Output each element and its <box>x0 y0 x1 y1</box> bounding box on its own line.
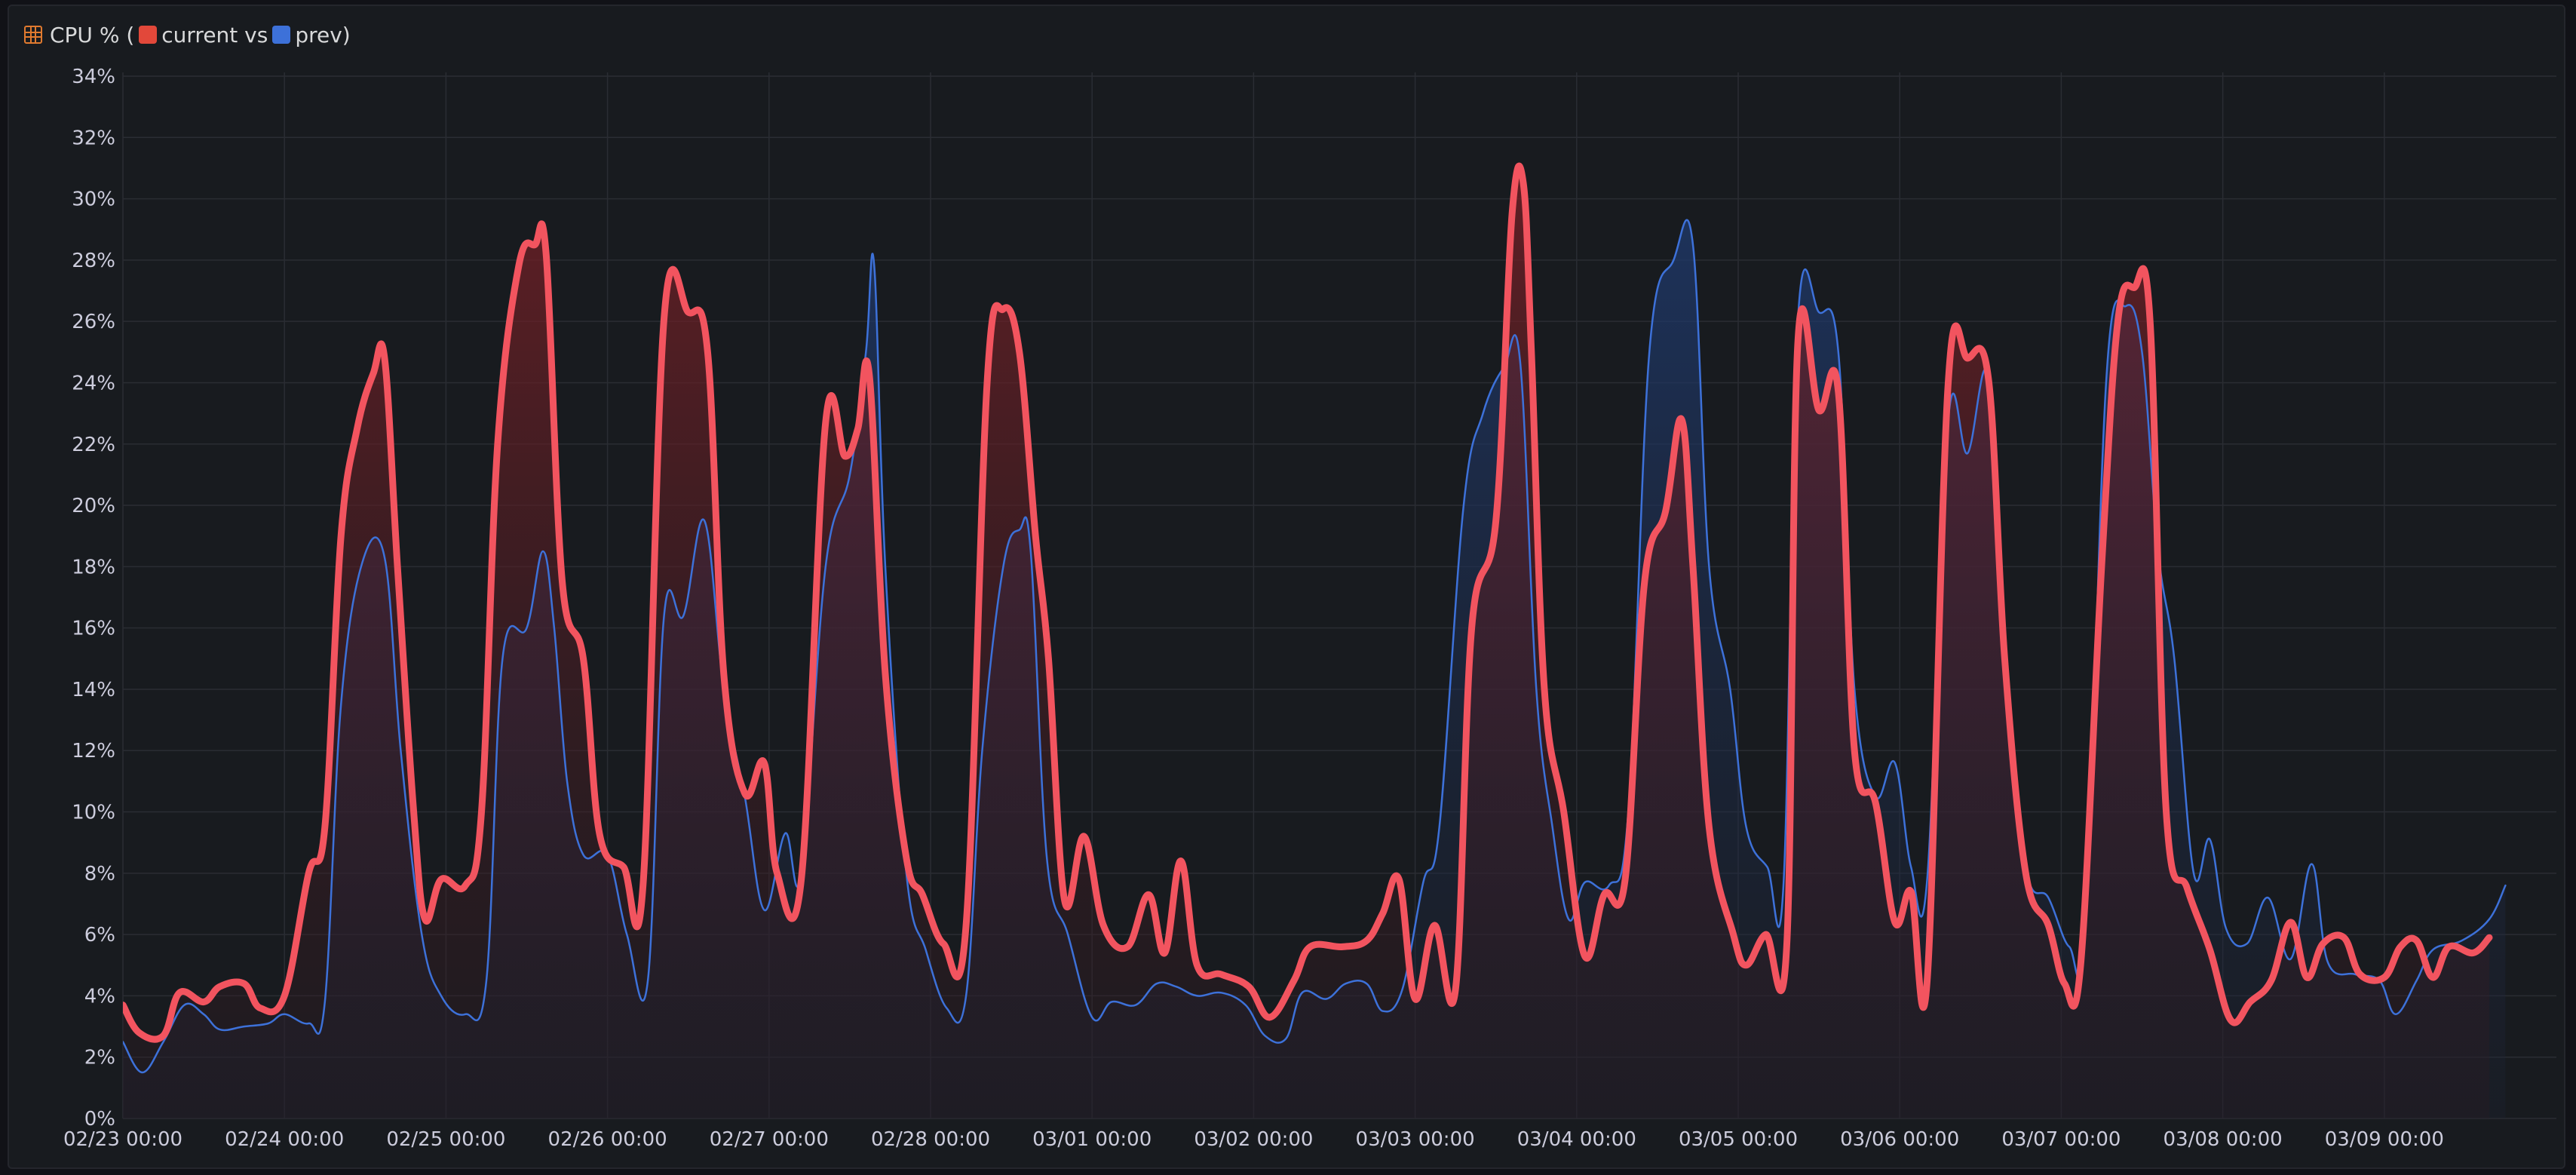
panel-header[interactable]: CPU % ( current vs prev) <box>24 18 351 51</box>
y-tick-label: 10% <box>72 802 115 824</box>
panel-icon <box>24 26 42 44</box>
y-tick-label: 22% <box>72 434 115 456</box>
x-tick-label: 03/07 00:00 <box>2001 1128 2121 1151</box>
x-tick-label: 03/09 00:00 <box>2325 1128 2444 1151</box>
y-tick-label: 34% <box>72 66 115 88</box>
x-tick-label: 02/24 00:00 <box>225 1128 344 1151</box>
x-tick-label: 03/04 00:00 <box>1517 1128 1636 1151</box>
x-tick-label: 03/05 00:00 <box>1679 1128 1798 1151</box>
y-tick-label: 30% <box>72 189 115 211</box>
legend-current-label: current vs <box>161 22 268 48</box>
x-tick-label: 02/28 00:00 <box>871 1128 990 1151</box>
x-tick-label: 03/03 00:00 <box>1356 1128 1475 1151</box>
y-tick-label: 14% <box>72 679 115 701</box>
x-tick-label: 03/01 00:00 <box>1032 1128 1152 1151</box>
x-tick-label: 03/02 00:00 <box>1194 1128 1313 1151</box>
y-tick-label: 18% <box>72 556 115 578</box>
x-tick-label: 02/25 00:00 <box>386 1128 505 1151</box>
legend-prev-swatch-icon <box>272 26 291 44</box>
y-tick-label: 0% <box>84 1108 115 1131</box>
legend-prev-label: prev) <box>295 22 351 48</box>
y-axis: 0% 2% 4% 6% 8% 10% 12% 14% 16% 18% 20% 22% 24% 26% 28%… <box>72 66 115 1131</box>
y-tick-label: 24% <box>72 372 115 394</box>
y-tick-label: 8% <box>84 863 115 885</box>
series-line-current <box>123 162 2493 1043</box>
y-tick-label: 6% <box>84 924 115 946</box>
y-tick-label: 26% <box>72 311 115 333</box>
x-tick-label: 02/27 00:00 <box>710 1128 829 1151</box>
x-axis: 02/23 00:00 02/24 00:00 02/25 00:00 02/26 0… <box>63 1128 2444 1151</box>
y-tick-label: 32% <box>72 127 115 149</box>
panel-title: CPU % ( <box>50 22 135 48</box>
series-line-prev <box>123 219 2507 1074</box>
chart-panel: CPU % ( current vs prev) 0% 2% 4% 6% 8% 10% 12… <box>8 5 2565 1169</box>
x-tick-label: 03/08 00:00 <box>2164 1128 2283 1151</box>
y-tick-label: 12% <box>72 740 115 762</box>
series-area-current <box>123 166 2489 1118</box>
x-tick-label: 03/06 00:00 <box>1840 1128 1959 1151</box>
x-tick-label: 02/26 00:00 <box>548 1128 667 1151</box>
y-tick-label: 2% <box>84 1047 115 1069</box>
y-tick-label: 20% <box>72 495 115 517</box>
x-tick-label: 02/23 00:00 <box>63 1128 182 1151</box>
y-tick-label: 16% <box>72 618 115 640</box>
legend-current-swatch-icon <box>139 26 158 44</box>
series-layer <box>123 162 2507 1119</box>
y-tick-label: 28% <box>72 250 115 272</box>
y-tick-label: 4% <box>84 985 115 1008</box>
chart-plot: 0% 2% 4% 6% 8% 10% 12% 14% 16% 18% 20% 22% 24% 26% 28%… <box>63 66 2556 1151</box>
